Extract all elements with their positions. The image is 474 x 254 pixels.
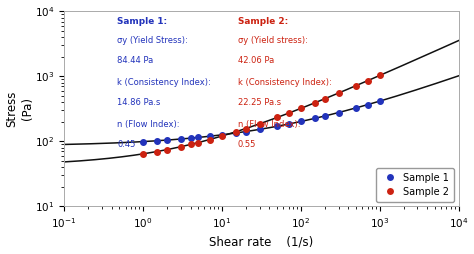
Text: σy (Yield stress):: σy (Yield stress): bbox=[238, 36, 308, 45]
X-axis label: Shear rate    (1/s): Shear rate (1/s) bbox=[210, 235, 314, 248]
Point bbox=[273, 116, 281, 120]
Point bbox=[242, 130, 249, 134]
Point bbox=[194, 140, 202, 145]
Point bbox=[187, 136, 194, 140]
Point bbox=[256, 122, 264, 126]
Point bbox=[153, 150, 161, 154]
Point bbox=[364, 79, 371, 83]
Point bbox=[335, 91, 342, 95]
Point bbox=[177, 137, 184, 141]
Text: σy (Yield Stress):: σy (Yield Stress): bbox=[118, 36, 188, 45]
Point bbox=[139, 152, 147, 156]
Point bbox=[285, 122, 292, 126]
Point bbox=[297, 119, 305, 123]
Point bbox=[273, 124, 281, 128]
Point bbox=[376, 99, 383, 103]
Point bbox=[163, 148, 171, 152]
Text: k (Consistency Index):: k (Consistency Index): bbox=[238, 78, 331, 87]
Point bbox=[187, 142, 194, 147]
Point bbox=[177, 145, 184, 149]
Text: 14.86 Pa.s: 14.86 Pa.s bbox=[118, 98, 161, 106]
Point bbox=[311, 101, 319, 105]
Text: 84.44 Pa: 84.44 Pa bbox=[118, 56, 154, 65]
Point bbox=[321, 97, 328, 101]
Text: 0.45: 0.45 bbox=[118, 139, 136, 149]
Point bbox=[218, 134, 226, 138]
Text: Sample 1:: Sample 1: bbox=[118, 17, 167, 26]
Text: k (Consistency Index):: k (Consistency Index): bbox=[118, 78, 211, 87]
Point bbox=[376, 73, 383, 77]
Text: n (Flow Index):: n (Flow Index): bbox=[238, 120, 300, 130]
Point bbox=[218, 133, 226, 137]
Text: 22.25 Pa.s: 22.25 Pa.s bbox=[238, 98, 281, 106]
Y-axis label: Stress
(Pa): Stress (Pa) bbox=[6, 91, 34, 127]
Text: 0.55: 0.55 bbox=[238, 139, 256, 149]
Point bbox=[285, 111, 292, 115]
Point bbox=[352, 84, 360, 88]
Legend: Sample 1, Sample 2: Sample 1, Sample 2 bbox=[376, 168, 454, 201]
Point bbox=[139, 139, 147, 144]
Point bbox=[232, 131, 240, 135]
Point bbox=[352, 106, 360, 110]
Point bbox=[242, 126, 249, 131]
Point bbox=[206, 137, 214, 141]
Point bbox=[206, 134, 214, 138]
Point bbox=[194, 135, 202, 139]
Point bbox=[232, 130, 240, 134]
Text: 42.06 Pa: 42.06 Pa bbox=[238, 56, 274, 65]
Point bbox=[297, 106, 305, 110]
Point bbox=[153, 139, 161, 143]
Point bbox=[256, 127, 264, 131]
Point bbox=[321, 114, 328, 118]
Text: n (Flow Index):: n (Flow Index): bbox=[118, 120, 180, 130]
Point bbox=[364, 103, 371, 107]
Text: Sample 2:: Sample 2: bbox=[238, 17, 288, 26]
Point bbox=[311, 116, 319, 120]
Point bbox=[163, 138, 171, 142]
Point bbox=[335, 110, 342, 115]
